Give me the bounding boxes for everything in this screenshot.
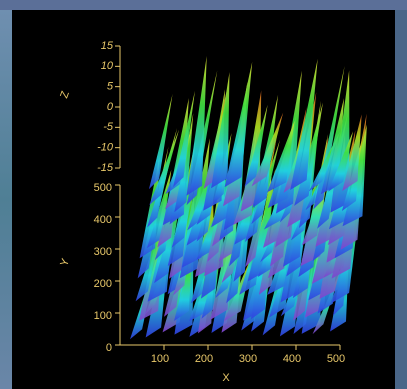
surface-spike (247, 168, 276, 282)
side-strip (0, 10, 12, 389)
z-tick-label: -5 (103, 121, 114, 133)
surface-spike (203, 89, 228, 189)
surface-spike (147, 128, 178, 228)
y-tick-label: 100 (94, 310, 112, 322)
side-strip (395, 10, 407, 389)
surface-spike (244, 142, 272, 243)
y-tick-label: 0 (106, 342, 112, 354)
surface-spike (173, 90, 195, 188)
y-axis-title: Y (58, 256, 72, 268)
x-tick-label: 400 (283, 353, 301, 365)
x-tick-label: 200 (195, 353, 213, 365)
x-tick-label: 500 (327, 353, 345, 365)
surface-spike (148, 94, 173, 190)
surface-spike (224, 61, 253, 188)
y-tick-label: 300 (94, 246, 112, 258)
surface-spike (328, 131, 353, 192)
surface-spike (342, 114, 362, 191)
surface-spike (313, 66, 345, 210)
surface-spike (165, 129, 192, 195)
surface-spike (244, 104, 268, 187)
surface-spike (149, 129, 180, 206)
surface-spike (305, 149, 335, 211)
surface-spike (290, 58, 318, 191)
z-tick-label: -15 (97, 162, 114, 174)
surface-spike (223, 249, 255, 322)
z-tick-label: 15 (101, 40, 114, 52)
surface-spike (308, 131, 341, 192)
z-tick-label: -10 (97, 142, 114, 154)
surface-spike (252, 94, 279, 209)
z-tick-label: 5 (107, 81, 114, 93)
axes: -15 -10 -5 0 5 10 15 0 100 200 300 400 500 100 200 300 4… (94, 40, 346, 365)
surface-spike (174, 113, 194, 213)
surface-spike (173, 228, 193, 296)
surface-spike (287, 92, 317, 228)
surface-spike (196, 158, 221, 225)
surface-spike (221, 207, 249, 283)
y-tick-label: 400 (94, 214, 112, 226)
z-axis-title: Z (58, 89, 72, 100)
x-axis-title: X (222, 372, 230, 384)
x-tick-label: 100 (151, 353, 169, 365)
surface-spike (290, 171, 321, 241)
surface-spike (251, 112, 284, 187)
z-tick-label: 10 (101, 60, 114, 72)
surface-spike (341, 142, 362, 211)
surface (130, 55, 367, 340)
surface-spike (274, 107, 307, 248)
surface-spike (186, 55, 207, 196)
surface-spike (211, 72, 230, 189)
surface-spike (283, 119, 308, 193)
y-tick-label: 200 (94, 278, 112, 290)
surface-spike (267, 120, 295, 193)
x-tick-label: 300 (239, 353, 257, 365)
y-tick-label: 500 (94, 182, 112, 194)
z-tick-label: 0 (107, 101, 114, 113)
surface-spike (171, 160, 199, 248)
surface-spike (239, 210, 266, 295)
